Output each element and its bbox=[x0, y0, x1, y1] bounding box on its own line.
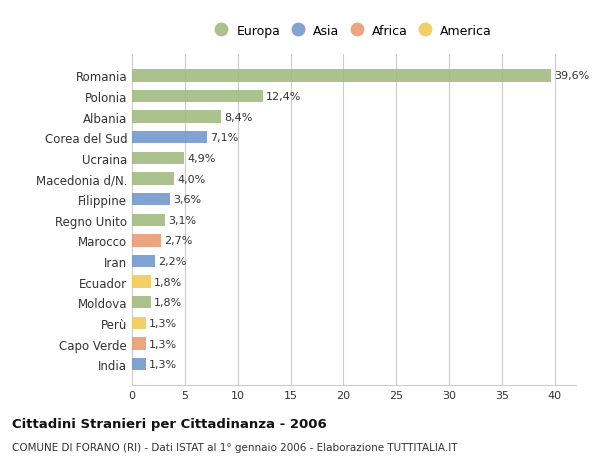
Legend: Europa, Asia, Africa, America: Europa, Asia, Africa, America bbox=[210, 18, 498, 44]
Bar bbox=[132, 152, 184, 165]
Bar bbox=[132, 132, 207, 144]
Bar bbox=[132, 111, 221, 123]
Bar bbox=[132, 338, 146, 350]
Bar bbox=[132, 173, 174, 185]
Bar bbox=[132, 91, 263, 103]
Text: 1,3%: 1,3% bbox=[149, 339, 177, 349]
Text: 1,8%: 1,8% bbox=[154, 277, 182, 287]
Text: 8,4%: 8,4% bbox=[224, 112, 253, 123]
Text: 3,6%: 3,6% bbox=[173, 195, 202, 205]
Bar bbox=[132, 70, 551, 83]
Text: 1,8%: 1,8% bbox=[154, 297, 182, 308]
Bar bbox=[132, 358, 146, 370]
Text: 39,6%: 39,6% bbox=[554, 71, 589, 81]
Text: 1,3%: 1,3% bbox=[149, 318, 177, 328]
Text: 3,1%: 3,1% bbox=[168, 215, 196, 225]
Bar bbox=[132, 276, 151, 288]
Text: 12,4%: 12,4% bbox=[266, 92, 302, 102]
Text: 2,2%: 2,2% bbox=[158, 257, 187, 267]
Text: 1,3%: 1,3% bbox=[149, 359, 177, 369]
Text: 2,7%: 2,7% bbox=[164, 236, 192, 246]
Bar bbox=[132, 235, 161, 247]
Text: 4,9%: 4,9% bbox=[187, 154, 215, 163]
Text: 7,1%: 7,1% bbox=[210, 133, 238, 143]
Text: Cittadini Stranieri per Cittadinanza - 2006: Cittadini Stranieri per Cittadinanza - 2… bbox=[12, 417, 327, 430]
Text: 4,0%: 4,0% bbox=[178, 174, 206, 184]
Bar bbox=[132, 255, 155, 268]
Bar bbox=[132, 317, 146, 330]
Text: COMUNE DI FORANO (RI) - Dati ISTAT al 1° gennaio 2006 - Elaborazione TUTTITALIA.: COMUNE DI FORANO (RI) - Dati ISTAT al 1°… bbox=[12, 442, 458, 452]
Bar bbox=[132, 297, 151, 309]
Bar bbox=[132, 214, 165, 226]
Bar bbox=[132, 194, 170, 206]
